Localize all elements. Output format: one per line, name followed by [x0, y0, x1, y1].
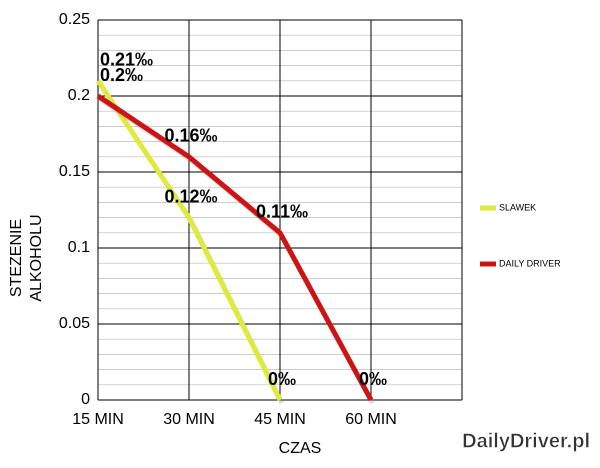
y-axis-label: ALKOHOLU	[28, 214, 45, 301]
line	[95, 79, 283, 402]
legend-label: SLAWEK	[499, 202, 536, 212]
data-label: 0.16‰	[164, 126, 217, 146]
data-label: 0.12‰	[164, 186, 217, 206]
data-label: 0‰	[268, 369, 296, 389]
y-tick-label: 0.25	[59, 11, 90, 28]
y-axis-label: STEZENIE	[8, 219, 25, 297]
y-tick-label: 0.15	[59, 163, 90, 180]
data-label: 0.21‰	[100, 50, 153, 70]
x-axis-label: CZAS	[279, 440, 322, 457]
line	[96, 93, 374, 402]
y-tick-label: 0	[81, 391, 90, 408]
data-label: 0.11‰	[256, 202, 308, 222]
data-label: 0‰	[359, 369, 387, 389]
x-tick-label: 30 MIN	[163, 411, 215, 428]
x-tick-label: 45 MIN	[254, 411, 306, 428]
y-tick-label: 0.05	[59, 315, 90, 332]
legend-label: DAILY DRIVER	[499, 258, 561, 268]
y-tick-label: 0.2	[68, 87, 90, 104]
data-label: 0.2‰	[100, 65, 143, 85]
watermark: DailyDriver.pl	[462, 430, 590, 452]
x-tick-label: 15 MIN	[72, 411, 124, 428]
x-tick-label: 60 MIN	[345, 411, 397, 428]
y-tick-label: 0.1	[68, 239, 90, 256]
